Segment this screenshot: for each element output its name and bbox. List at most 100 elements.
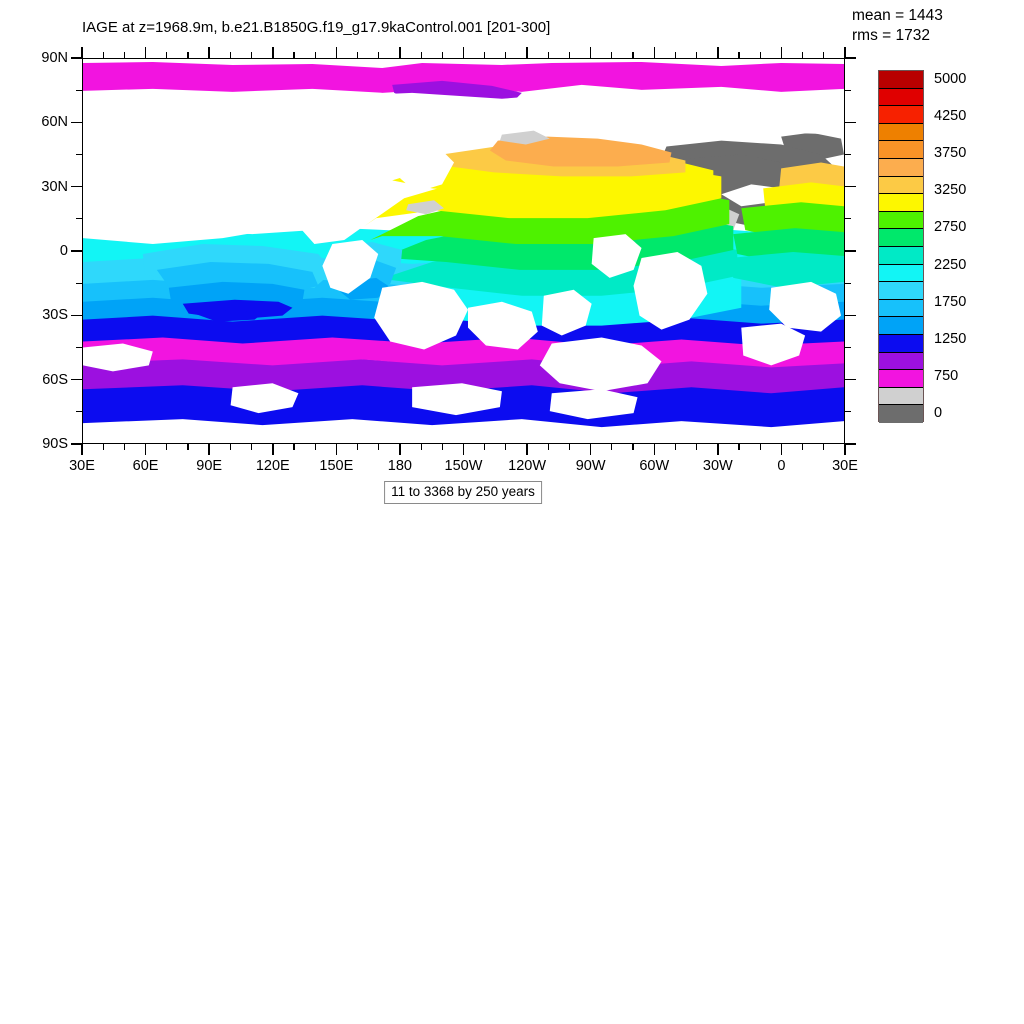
x-tick	[759, 52, 761, 58]
colorbar-band	[879, 106, 923, 124]
x-tick	[166, 444, 168, 450]
x-tick	[441, 444, 443, 450]
x-tick	[653, 47, 655, 58]
y-tick	[845, 443, 856, 445]
x-tick	[187, 52, 189, 58]
x-tick	[589, 47, 592, 58]
x-tick	[611, 444, 613, 450]
x-tick	[547, 52, 549, 58]
y-axis-label: 0	[59, 243, 68, 259]
colorbar-band	[879, 299, 923, 318]
x-tick	[272, 47, 274, 58]
x-axis-label: 120E	[255, 458, 290, 474]
y-axis-label: 60S	[42, 371, 68, 388]
y-tick	[845, 378, 856, 381]
panel1-map-canvas	[83, 61, 844, 443]
x-tick	[250, 444, 253, 450]
x-tick	[378, 444, 380, 450]
y-axis-label: 90S	[42, 436, 68, 452]
colorbar-tick-label: 5000	[934, 70, 967, 87]
x-tick	[314, 52, 316, 58]
x-tick	[526, 444, 528, 455]
colorbar-band	[879, 229, 923, 247]
y-tick	[845, 153, 851, 156]
colorbar-tick-label: 1750	[934, 293, 967, 310]
x-tick	[717, 444, 719, 455]
y-tick	[845, 282, 851, 284]
x-tick	[272, 444, 274, 455]
x-tick	[166, 52, 168, 58]
x-tick	[505, 444, 507, 450]
colorbar-tick-label: 2750	[934, 219, 967, 236]
x-tick	[335, 47, 338, 58]
x-tick	[144, 47, 147, 58]
x-tick	[399, 47, 401, 58]
x-axis-label: 30E	[69, 458, 95, 474]
y-tick	[845, 250, 856, 252]
colorbar-band	[879, 282, 923, 300]
x-tick	[420, 444, 422, 450]
x-axis-label: 120W	[508, 458, 547, 474]
x-tick	[738, 52, 740, 58]
panel-ideal-age-difference-map: b.e21.B1850G.f19_g17.9kaControl.001 [201…	[0, 512, 1024, 1024]
x-tick	[653, 444, 655, 455]
colorbar-tick-label: 3750	[934, 145, 967, 162]
x-tick	[293, 52, 295, 58]
colorbar-band	[879, 317, 923, 335]
x-axis-label: 60E	[132, 458, 159, 474]
x-tick	[81, 47, 83, 58]
colorbar-band	[879, 71, 923, 89]
x-tick	[802, 52, 804, 58]
x-axis-label: 90W	[575, 458, 606, 474]
y-tick	[76, 89, 82, 91]
y-axis-label: 30S	[42, 307, 68, 324]
x-tick	[823, 52, 825, 58]
x-tick	[378, 52, 380, 58]
x-tick	[674, 444, 677, 450]
x-tick	[696, 444, 698, 450]
x-axis-label: 180	[387, 458, 413, 474]
y-tick	[845, 346, 851, 349]
colorbar-tick-label: 2250	[934, 256, 967, 273]
panel1-statistics: mean = 1443 rms = 1732	[852, 6, 943, 46]
colorbar-band	[879, 211, 923, 230]
x-tick	[187, 444, 189, 450]
x-tick	[674, 52, 677, 58]
x-tick	[293, 444, 295, 450]
y-tick	[71, 250, 82, 252]
y-tick	[71, 443, 82, 445]
colorbar-band	[879, 387, 923, 406]
x-tick	[589, 444, 592, 455]
x-axis-label: 150W	[444, 458, 483, 474]
colorbar-band	[879, 334, 923, 353]
y-tick	[71, 121, 82, 124]
x-tick	[208, 47, 210, 58]
x-tick	[568, 444, 571, 450]
x-tick	[314, 444, 316, 450]
x-tick	[356, 52, 359, 58]
panel1-mean: mean = 1443	[852, 7, 943, 24]
panel1-colorbar	[878, 70, 924, 423]
x-tick	[823, 444, 825, 450]
x-tick	[335, 444, 338, 455]
y-axis-label: 30N	[41, 178, 68, 195]
y-tick	[76, 218, 82, 220]
x-tick	[526, 47, 528, 58]
y-tick	[845, 411, 851, 413]
colorbar-band	[879, 158, 923, 177]
x-tick	[484, 444, 486, 450]
x-tick	[144, 444, 147, 455]
colorbar-band	[879, 176, 923, 195]
x-tick	[844, 47, 846, 58]
y-tick	[76, 282, 82, 284]
y-tick	[71, 57, 82, 59]
x-axis-label: 0	[777, 458, 786, 474]
y-tick	[71, 378, 82, 381]
x-tick	[780, 47, 783, 58]
x-tick	[102, 52, 104, 58]
colorbar-tick-label: 1250	[934, 330, 967, 347]
colorbar-tick-label: 4250	[934, 107, 967, 124]
x-tick	[717, 47, 719, 58]
x-tick	[441, 52, 443, 58]
